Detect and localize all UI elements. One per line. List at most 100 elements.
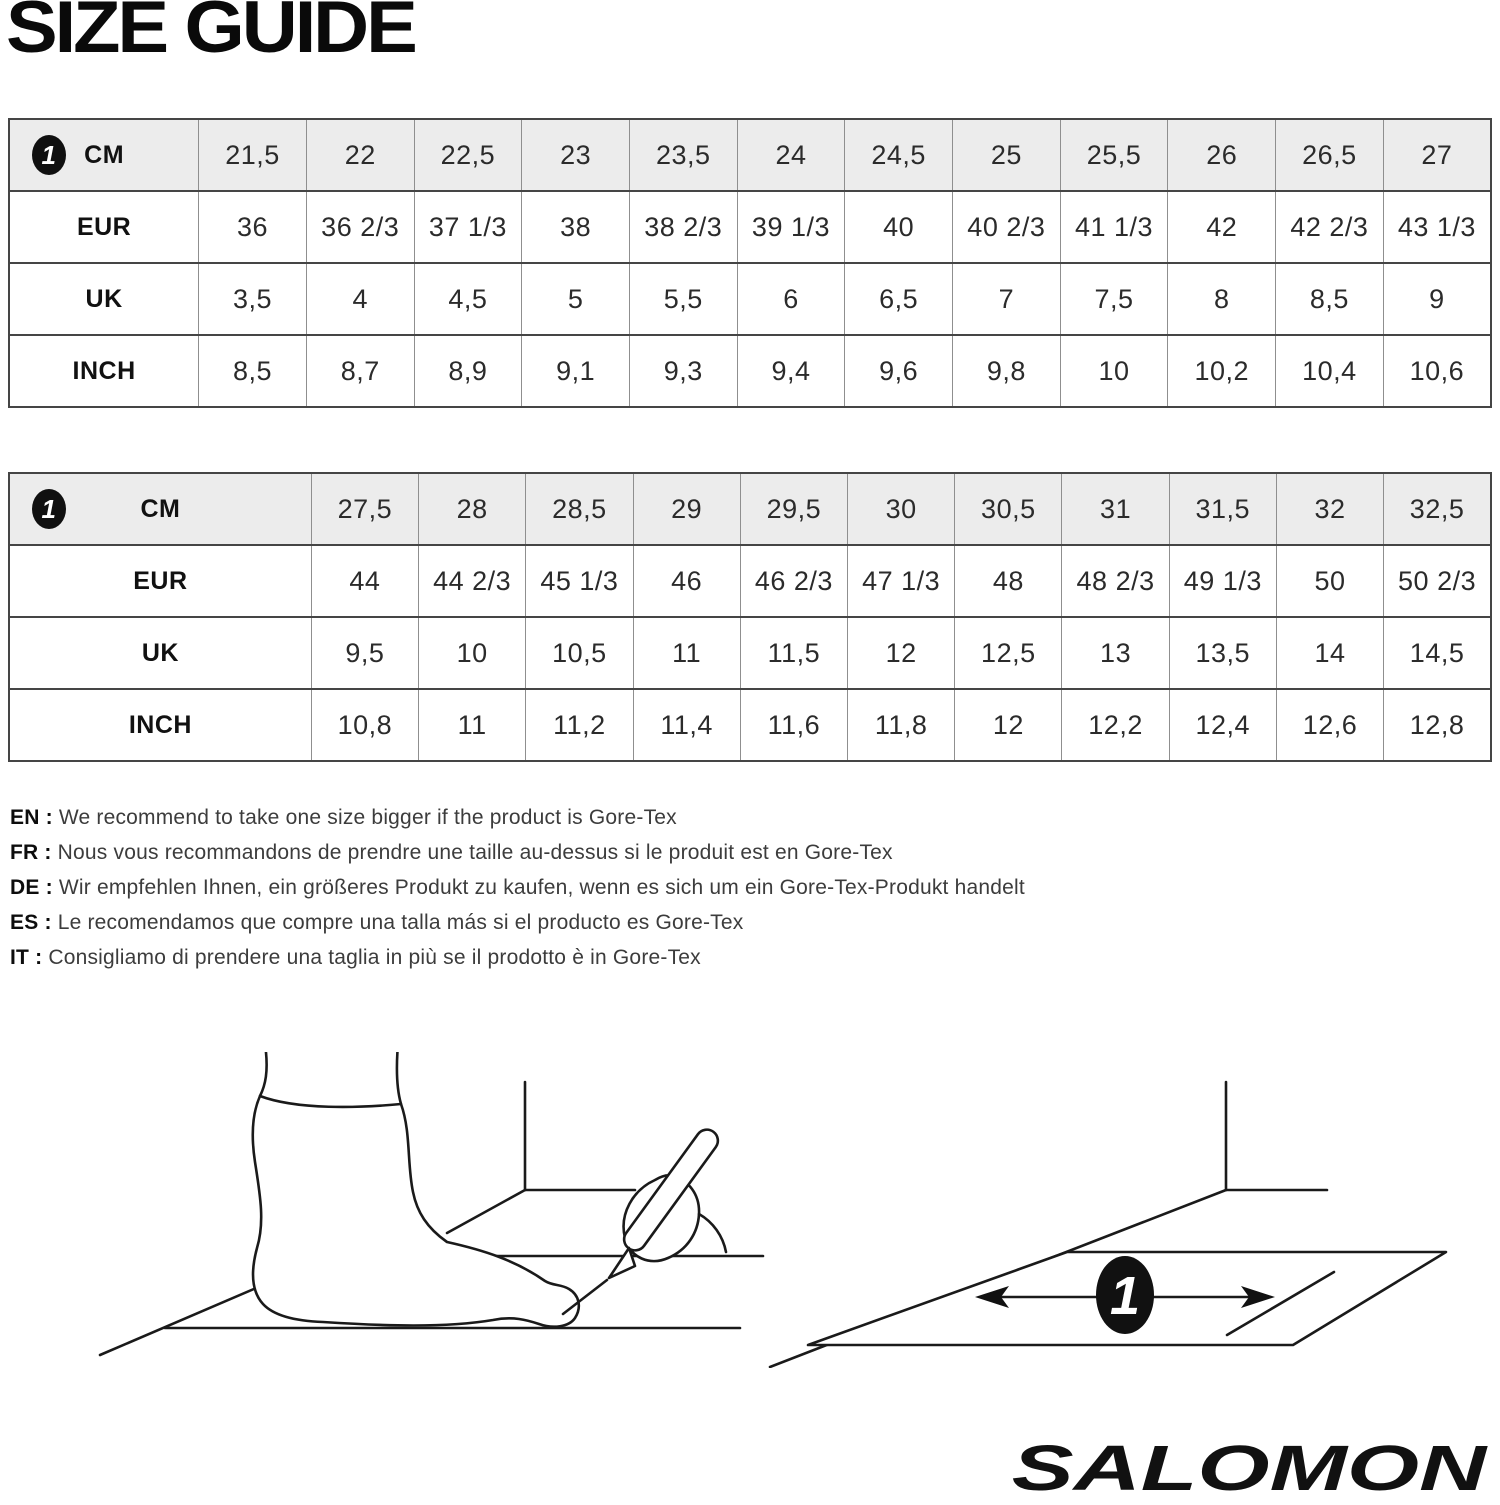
row-label-cell: EUR <box>9 190 199 263</box>
paper-measurement-figure: 1 <box>768 1080 1448 1368</box>
size-value-cell: 10,8 <box>310 688 419 761</box>
table-row: UK 9,5 10 10,5 11 11,5 12 12,5 13 13,5 14 14,5 <box>9 616 1491 689</box>
size-value-cell: 12,2 <box>1061 688 1170 761</box>
size-value-cell: 4 <box>305 262 415 335</box>
size-value-cell: 12 <box>846 616 955 689</box>
size-value-cell: 6 <box>736 262 845 335</box>
size-value-cell: 37 1/3 <box>413 190 522 263</box>
cm-value-cell: 31,5 <box>1168 472 1277 545</box>
page-title: SIZE GUIDE <box>6 0 418 69</box>
cm-value-cell: 28 <box>418 472 526 545</box>
size-value-cell: 9,3 <box>628 334 738 407</box>
size-value-cell: 11,4 <box>632 688 741 761</box>
note-text: Wir empfehlen Ihnen, ein größeres Produk… <box>58 876 1025 899</box>
note-language-label: EN : <box>10 806 59 829</box>
size-value-cell: 38 2/3 <box>628 190 738 263</box>
foot-measurement-figure <box>98 1052 765 1357</box>
cm-value-cell: 30,5 <box>954 472 1062 545</box>
note-text: Nous vous recommandons de prendre une ta… <box>57 841 893 864</box>
table-row: UK 3,5 4 4,5 5 5,5 6 6,5 7 7,5 8 8,5 9 <box>9 262 1491 335</box>
cm-value-cell: 30 <box>846 472 955 545</box>
size-value-cell: 7 <box>952 262 1061 335</box>
cm-value-cell: 22 <box>305 118 415 191</box>
arrowhead-right <box>1241 1286 1275 1308</box>
sock-cuff-line <box>258 1094 403 1109</box>
table-row: EUR 36 36 2/3 37 1/3 38 38 2/3 39 1/3 40 40 2/3 4… <box>9 190 1491 263</box>
note-line: DE : Wir empfehlen Ihnen, ein größeres P… <box>10 876 1480 899</box>
row-label-cell: EUR <box>9 544 312 617</box>
step-1-marker-label: 1 <box>1110 1266 1140 1326</box>
size-value-cell: 8,5 <box>198 334 307 407</box>
size-value-cell: 11 <box>418 688 526 761</box>
table-row: INCH 10,8 11 11,2 11,4 11,6 11,8 12 12,2 12,4 12,6… <box>9 688 1491 761</box>
table-row: EUR 44 44 2/3 45 1/3 46 46 2/3 47 1/3 48 48 2/3 4… <box>9 544 1491 617</box>
row-label-cell: UK <box>9 616 312 689</box>
step-1-marker-icon <box>1096 1256 1154 1334</box>
cm-value-cell: 26,5 <box>1275 118 1384 191</box>
size-value-cell: 10,4 <box>1275 334 1384 407</box>
size-value-cell: 12,4 <box>1168 688 1277 761</box>
toe-mark-line <box>1225 1270 1336 1337</box>
size-value-cell: 9,8 <box>952 334 1061 407</box>
wall-base-left <box>445 1188 527 1235</box>
foot-outline <box>251 1052 581 1328</box>
size-value-cell: 13 <box>1061 616 1170 689</box>
size-value-cell: 8,5 <box>1275 262 1384 335</box>
cm-value-cell: 23,5 <box>628 118 738 191</box>
size-conversion-table: 1 CM 21,5 22 22,5 23 23,5 24 24,5 25 25,5 26 26,5 27 E… <box>8 118 1492 408</box>
size-value-cell: 9,5 <box>310 616 419 689</box>
table-header-row: 1 CM 27,5 28 28,5 29 29,5 30 30,5 31 31,5 32 32,5 <box>9 472 1491 545</box>
cm-value-cell: 32,5 <box>1383 472 1491 545</box>
cm-value-cell: 27 <box>1382 118 1491 191</box>
size-value-cell: 11 <box>632 616 741 689</box>
size-value-cell: 40 2/3 <box>952 190 1061 263</box>
pen-nib <box>607 1246 637 1280</box>
size-value-cell: 14 <box>1275 616 1384 689</box>
cm-value-cell: 25 <box>952 118 1061 191</box>
table-header-row: 1 CM 21,5 22 22,5 23 23,5 24 24,5 25 25,5 26 26,5 27 <box>9 118 1491 191</box>
cm-value-cell: 22,5 <box>413 118 522 191</box>
size-value-cell: 36 2/3 <box>305 190 415 263</box>
size-value-cell: 42 2/3 <box>1275 190 1384 263</box>
size-value-cell: 14,5 <box>1383 616 1491 689</box>
size-value-cell: 36 <box>198 190 307 263</box>
size-value-cell: 12,8 <box>1383 688 1491 761</box>
size-value-cell: 9,6 <box>844 334 953 407</box>
measurement-illustrations: 1 <box>0 1052 1500 1382</box>
note-line: EN : We recommend to take one size bigge… <box>10 806 1480 829</box>
size-value-cell: 4,5 <box>413 262 522 335</box>
size-value-cell: 12 <box>954 688 1062 761</box>
size-value-cell: 46 <box>632 544 741 617</box>
size-value-cell: 12,5 <box>954 616 1062 689</box>
size-value-cell: 9 <box>1382 262 1491 335</box>
size-value-cell: 45 1/3 <box>525 544 634 617</box>
note-language-label: FR : <box>10 841 58 864</box>
salomon-logo: SALOMON <box>1011 1432 1486 1504</box>
size-value-cell: 9,4 <box>736 334 845 407</box>
row-label-cell: INCH <box>9 334 199 407</box>
size-value-cell: 11,8 <box>846 688 955 761</box>
size-value-cell: 10,5 <box>525 616 634 689</box>
size-value-cell: 3,5 <box>198 262 307 335</box>
cm-value-cell: 25,5 <box>1059 118 1168 191</box>
table-row: INCH 8,5 8,7 8,9 9,1 9,3 9,4 9,6 9,8 10 10,2 10,4 10… <box>9 334 1491 407</box>
cm-value-cell: 28,5 <box>525 472 634 545</box>
cm-value-cell: 24 <box>736 118 845 191</box>
size-value-cell: 44 <box>310 544 419 617</box>
unit-header-cell: 1 CM <box>9 118 199 191</box>
cm-value-cell: 24,5 <box>844 118 953 191</box>
note-text: Consigliamo di prendere una taglia in pi… <box>48 946 701 969</box>
size-value-cell: 11,6 <box>739 688 848 761</box>
size-value-cell: 5,5 <box>628 262 738 335</box>
size-value-cell: 10 <box>1059 334 1168 407</box>
gore-tex-notes: EN : We recommend to take one size bigge… <box>10 806 1480 981</box>
step-1-icon: 1 <box>32 135 66 175</box>
wrist-line <box>697 1212 728 1254</box>
size-value-cell: 50 <box>1275 544 1384 617</box>
note-language-label: DE : <box>10 876 59 899</box>
size-value-cell: 46 2/3 <box>739 544 848 617</box>
arrowhead-left <box>975 1286 1009 1308</box>
unit-label: CM <box>140 494 181 523</box>
note-text: We recommend to take one size bigger if … <box>58 806 677 829</box>
